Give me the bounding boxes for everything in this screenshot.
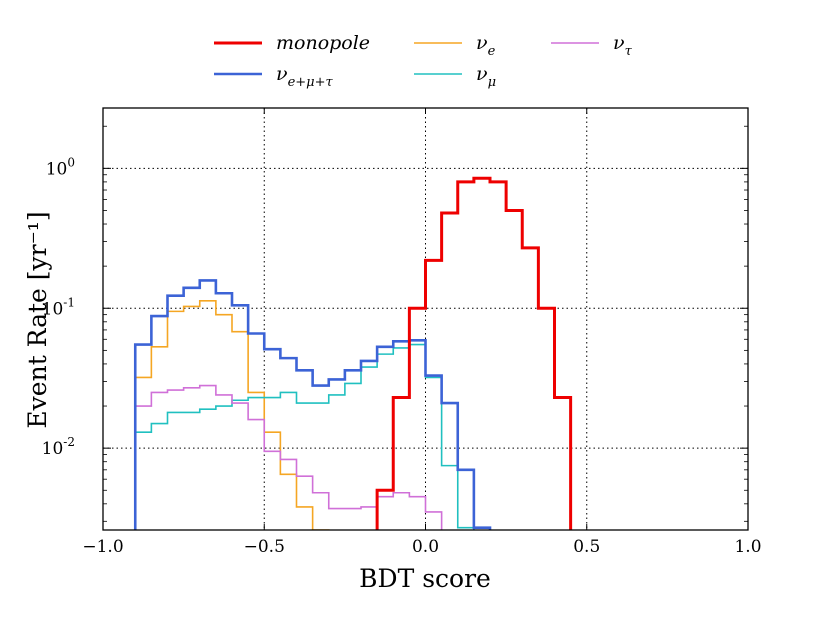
series-layer — [133, 176, 573, 530]
legend: monopole νe+μ+τ νe νμ ντ — [214, 32, 633, 90]
series-line-nu_tau — [134, 384, 443, 530]
y-tick-label: 10-1 — [42, 295, 75, 319]
y-tick-label: 10-2 — [42, 435, 75, 459]
y-axis-label: Event Rate [yr⁻¹] — [23, 211, 52, 428]
axis-ticks: −1.0 −0.5 0.0 0.5 1.0 100 10-1 10-2 — [42, 108, 762, 557]
y-tick-label: 100 — [46, 155, 75, 179]
legend-label-monopole: monopole — [276, 32, 370, 54]
series-line-nu_e+mu+tau — [133, 279, 492, 530]
series-line-nu_mu — [134, 343, 475, 530]
legend-label-nu_e: νe — [476, 32, 496, 59]
series-line-monopole — [375, 176, 573, 530]
x-tick-label: 1.0 — [734, 537, 761, 557]
x-tick-label: −0.5 — [244, 537, 285, 557]
legend-label-nu_tau: ντ — [613, 32, 633, 59]
x-tick-label: 0.0 — [412, 537, 439, 557]
legend-label-nu_mu: νμ — [476, 63, 496, 90]
legend-label-nu_e+mu+tau: νe+μ+τ — [276, 63, 333, 90]
grid — [103, 108, 748, 530]
x-axis-label: BDT score — [359, 564, 491, 593]
x-tick-label: 0.5 — [573, 537, 600, 557]
x-tick-label: −1.0 — [82, 537, 123, 557]
series-line-nu_e — [134, 300, 330, 530]
